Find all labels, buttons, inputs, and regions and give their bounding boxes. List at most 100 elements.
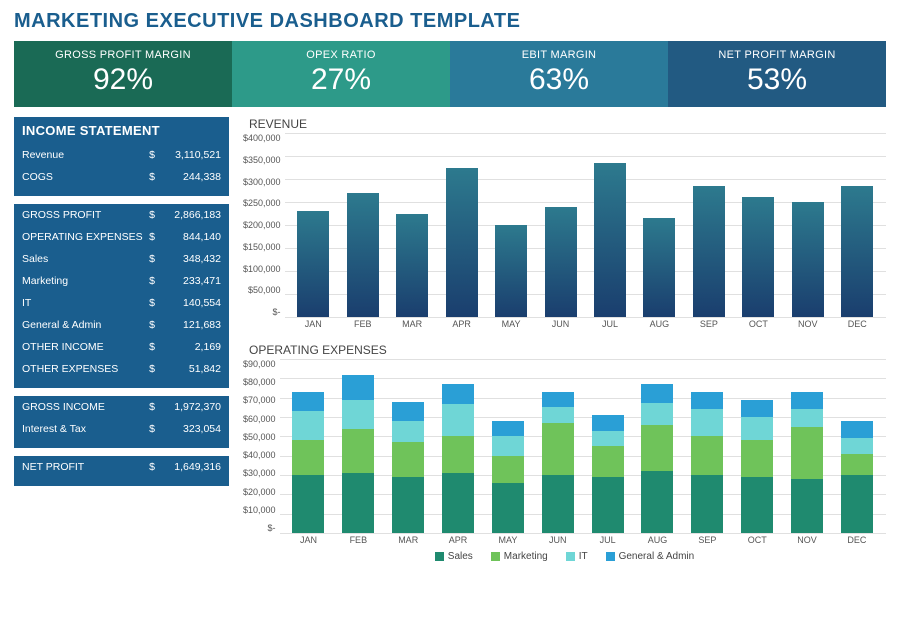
x-tick-label: MAY bbox=[495, 317, 527, 333]
opex-bar-segment bbox=[492, 436, 524, 455]
income-statement-row: General & Admin$121,683 bbox=[22, 314, 221, 336]
row-value: 244,338 bbox=[161, 171, 221, 183]
opex-bar bbox=[542, 359, 574, 533]
row-label: OTHER EXPENSES bbox=[22, 363, 118, 375]
row-label: NET PROFIT bbox=[22, 461, 84, 473]
opex-bar-segment bbox=[442, 404, 474, 437]
revenue-bar bbox=[545, 133, 577, 317]
opex-bar-segment bbox=[392, 477, 424, 533]
opex-bar-segment bbox=[442, 473, 474, 533]
currency-symbol: $ bbox=[149, 341, 155, 353]
revenue-bar bbox=[446, 133, 478, 317]
legend-swatch bbox=[435, 552, 444, 561]
revenue-bar bbox=[495, 133, 527, 317]
currency-symbol: $ bbox=[149, 319, 155, 331]
row-value: 2,866,183 bbox=[161, 209, 221, 221]
opex-bar-segment bbox=[342, 400, 374, 429]
x-tick-label: APR bbox=[446, 317, 478, 333]
opex-bar-segment bbox=[791, 409, 823, 426]
opex-bar-segment bbox=[841, 438, 873, 453]
income-statement-section: GROSS INCOME$1,972,370Interest & Tax$323… bbox=[14, 396, 229, 448]
opex-chart: $90,000$80,000$70,000$60,000$50,000$40,0… bbox=[243, 359, 886, 549]
legend-label: General & Admin bbox=[619, 551, 695, 562]
y-tick-label: $70,000 bbox=[243, 395, 276, 405]
kpi-value: 63% bbox=[450, 63, 668, 97]
revenue-bar bbox=[792, 133, 824, 317]
row-label: Interest & Tax bbox=[22, 423, 86, 435]
currency-symbol: $ bbox=[149, 461, 155, 473]
legend-swatch bbox=[566, 552, 575, 561]
opex-bar-segment bbox=[691, 392, 723, 409]
x-tick-label: MAR bbox=[396, 317, 428, 333]
kpi-value: 53% bbox=[668, 63, 886, 97]
y-tick-label: $10,000 bbox=[243, 505, 276, 515]
x-tick-label: AUG bbox=[643, 317, 675, 333]
opex-bar bbox=[292, 359, 324, 533]
kpi-label: GROSS PROFIT MARGIN bbox=[14, 49, 232, 61]
opex-bar-segment bbox=[542, 423, 574, 475]
currency-symbol: $ bbox=[149, 171, 155, 183]
x-tick-label: OCT bbox=[741, 533, 773, 549]
row-label: Revenue bbox=[22, 149, 64, 161]
row-label: IT bbox=[22, 297, 31, 309]
kpi-opex-ratio: OPEX RATIO 27% bbox=[232, 41, 450, 107]
opex-bar bbox=[592, 359, 624, 533]
income-statement-row: OTHER EXPENSES$51,842 bbox=[22, 358, 221, 380]
revenue-bar bbox=[347, 133, 379, 317]
currency-symbol: $ bbox=[149, 363, 155, 375]
y-tick-label: $60,000 bbox=[243, 414, 276, 424]
row-label: OTHER INCOME bbox=[22, 341, 104, 353]
x-tick-label: DEC bbox=[841, 317, 873, 333]
legend-item: Marketing bbox=[491, 551, 548, 562]
legend-swatch bbox=[491, 552, 500, 561]
row-label: General & Admin bbox=[22, 319, 101, 331]
x-tick-label: FEB bbox=[347, 317, 379, 333]
y-tick-label: $350,000 bbox=[243, 155, 281, 165]
opex-bar-segment bbox=[641, 384, 673, 403]
kpi-ebit-margin: EBIT MARGIN 63% bbox=[450, 41, 668, 107]
y-tick-label: $400,000 bbox=[243, 133, 281, 143]
opex-bar-segment bbox=[492, 483, 524, 533]
x-tick-label: MAY bbox=[492, 533, 524, 549]
legend-label: Sales bbox=[448, 551, 473, 562]
legend-item: IT bbox=[566, 551, 588, 562]
y-tick-label: $50,000 bbox=[243, 285, 281, 295]
opex-bar-segment bbox=[592, 431, 624, 446]
revenue-bar bbox=[396, 133, 428, 317]
opex-bar-segment bbox=[442, 436, 474, 473]
income-statement-row: Sales$348,432 bbox=[22, 248, 221, 270]
row-label: OPERATING EXPENSES bbox=[22, 231, 143, 243]
kpi-net-profit-margin: NET PROFIT MARGIN 53% bbox=[668, 41, 886, 107]
x-tick-label: NOV bbox=[791, 533, 823, 549]
opex-bar-segment bbox=[691, 409, 723, 436]
revenue-bar bbox=[693, 133, 725, 317]
opex-bar bbox=[492, 359, 524, 533]
currency-symbol: $ bbox=[149, 209, 155, 221]
income-statement-row: NET PROFIT$1,649,316 bbox=[22, 456, 221, 478]
income-statement-panel: INCOME STATEMENT Revenue$3,110,521COGS$2… bbox=[14, 117, 229, 562]
income-statement-section: Revenue$3,110,521COGS$244,338 bbox=[14, 144, 229, 196]
x-tick-label: AUG bbox=[641, 533, 673, 549]
opex-bar-segment bbox=[292, 392, 324, 411]
row-value: 348,432 bbox=[161, 253, 221, 265]
opex-bar-segment bbox=[592, 477, 624, 533]
x-tick-label: SEP bbox=[693, 317, 725, 333]
row-value: 3,110,521 bbox=[161, 149, 221, 161]
kpi-label: NET PROFIT MARGIN bbox=[668, 49, 886, 61]
opex-bar-segment bbox=[641, 403, 673, 424]
currency-symbol: $ bbox=[149, 231, 155, 243]
x-tick-label: JUN bbox=[542, 533, 574, 549]
opex-bar-segment bbox=[641, 425, 673, 471]
income-statement-row: OTHER INCOME$2,169 bbox=[22, 336, 221, 358]
row-value: 233,471 bbox=[161, 275, 221, 287]
x-tick-label: JUL bbox=[592, 533, 624, 549]
opex-chart-title: OPERATING EXPENSES bbox=[249, 343, 886, 357]
kpi-value: 27% bbox=[232, 63, 450, 97]
opex-chart-legend: Sales Marketing IT General & Admin bbox=[243, 551, 886, 562]
income-statement-section: GROSS PROFIT$2,866,183OPERATING EXPENSES… bbox=[14, 204, 229, 388]
opex-bar-segment bbox=[342, 375, 374, 400]
opex-bar-segment bbox=[292, 411, 324, 440]
y-tick-label: $150,000 bbox=[243, 242, 281, 252]
legend-label: IT bbox=[579, 551, 588, 562]
opex-bar-segment bbox=[392, 421, 424, 442]
